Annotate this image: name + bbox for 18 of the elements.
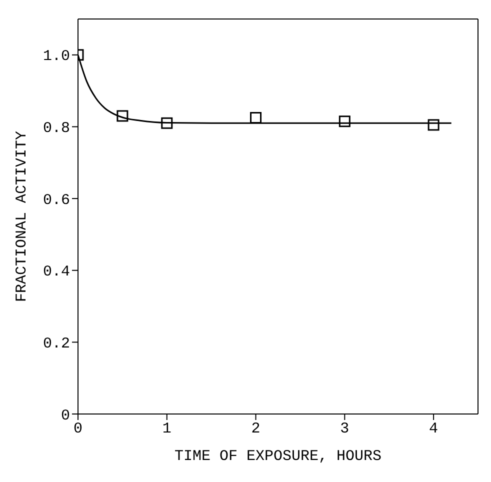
y-tick-label: 0.2 <box>42 336 70 353</box>
y-tick-label: 0 <box>60 407 70 424</box>
point <box>161 117 173 129</box>
y-axis-title: FRACTIONAL ACTIVITY <box>13 130 30 302</box>
x-tick-label: 1 <box>162 420 172 438</box>
x-tick-label: 0 <box>73 420 83 438</box>
y-tick-label: 0.8 <box>42 120 70 138</box>
x-tick-label: 3 <box>340 420 350 438</box>
point <box>250 112 262 124</box>
point <box>428 119 440 131</box>
x-tick-label: 4 <box>429 420 438 438</box>
y-tick-label: 0.6 <box>42 192 70 209</box>
x-tick-label: 2 <box>251 420 260 438</box>
point <box>338 116 350 128</box>
point <box>116 110 128 122</box>
y-tick-label: 0.4 <box>42 264 70 281</box>
x-axis-title: TIME OF EXPOSURE, HOURS <box>174 448 382 465</box>
y-tick-label: 1.0 <box>42 48 70 66</box>
